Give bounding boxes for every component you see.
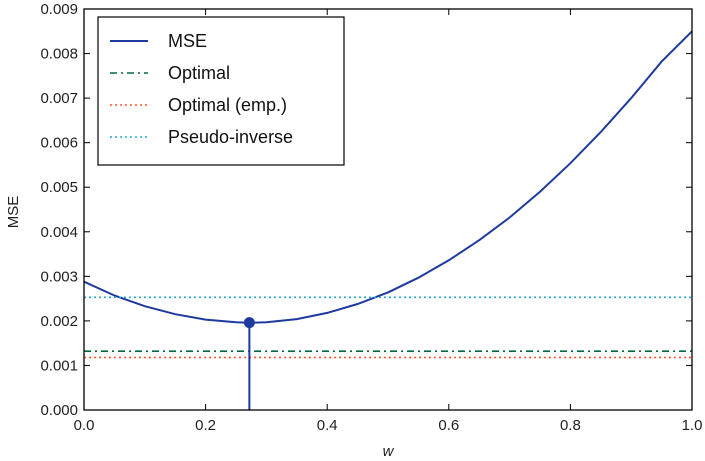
legend-label-2: Optimal (emp.) [168, 95, 287, 115]
y-tick-label: 0.001 [40, 357, 78, 374]
y-tick-label: 0.007 [40, 90, 78, 107]
x-tick-label: 0.0 [74, 417, 95, 434]
x-tick-label: 1.0 [682, 417, 703, 434]
y-tick-label: 0.006 [40, 135, 78, 152]
y-axis-label: MSE [5, 196, 22, 229]
x-tick-label: 0.4 [317, 417, 338, 434]
x-tick-label: 0.8 [560, 417, 581, 434]
plot-area-frame [83, 8, 693, 411]
legend: MSE Optimal Optimal (emp.) Pseudo-inverse [97, 16, 345, 166]
series-line-0 [83, 30, 693, 324]
y-tick-label: 0.004 [40, 224, 78, 241]
y-tick-label: 0.003 [40, 268, 78, 285]
x-tick-label: 0.6 [438, 417, 459, 434]
x-axis-label: w [383, 443, 395, 460]
legend-label-1: Optimal [168, 63, 230, 83]
legend-label-0: MSE [168, 31, 207, 51]
y-tick-label: 0.002 [40, 313, 78, 330]
minimum-marker [243, 317, 255, 329]
x-tick-label: 0.2 [195, 417, 216, 434]
y-tick-label: 0.000 [40, 402, 78, 419]
y-tick-label: 0.009 [40, 1, 78, 18]
y-tick-label: 0.008 [40, 46, 78, 63]
legend-label-3: Pseudo-inverse [168, 127, 293, 147]
y-tick-label: 0.005 [40, 179, 78, 196]
